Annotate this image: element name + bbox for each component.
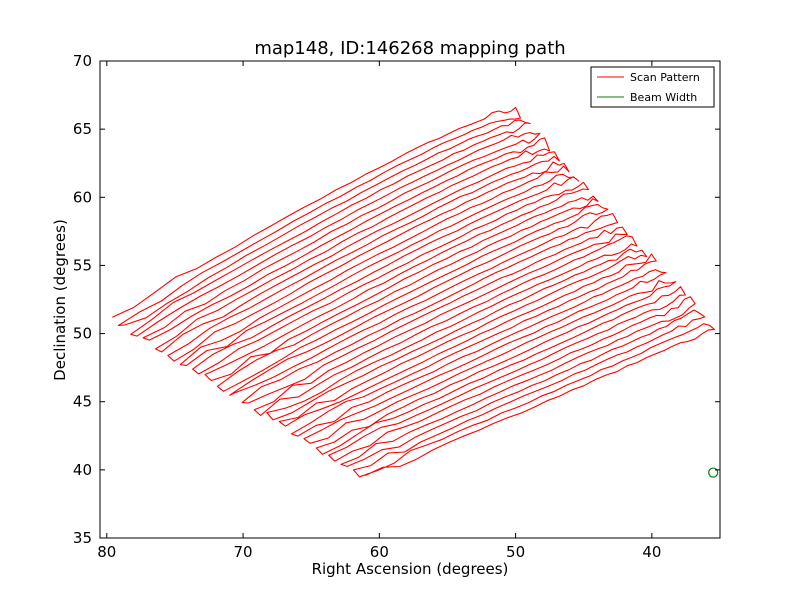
- x-axis: 80 70 60 50 40: [97, 61, 661, 561]
- y-tick-label: 55: [73, 256, 92, 274]
- x-tick-label: 60: [370, 543, 389, 561]
- scan-pattern-series: [112, 106, 716, 478]
- x-tick-label: 40: [642, 543, 661, 561]
- legend-scan-pattern-label: Scan Pattern: [630, 71, 700, 84]
- y-tick-label: 65: [73, 120, 92, 138]
- beam-width-series: [708, 467, 719, 478]
- chart-title: map148, ID:146268 mapping path: [254, 38, 565, 59]
- legend-box: [590, 66, 715, 108]
- y-tick-label: 70: [73, 52, 92, 70]
- x-tick-label: 70: [234, 543, 253, 561]
- y-axis-label: Declination (degrees): [51, 219, 69, 381]
- y-tick-label: 35: [73, 529, 92, 547]
- y-tick-label: 50: [73, 325, 92, 343]
- beam-width-circle: [708, 467, 719, 478]
- plot-frame: [99, 60, 721, 539]
- scan-pattern-line: [112, 106, 716, 478]
- x-tick-label: 80: [97, 543, 116, 561]
- x-axis-label: Right Ascension (degrees): [312, 560, 509, 578]
- y-tick-label: 45: [73, 393, 92, 411]
- y-axis: 35 40 45 50 55 60 65 70: [73, 52, 720, 547]
- y-tick-label: 40: [73, 461, 92, 479]
- legend: Scan Pattern Beam Width: [590, 66, 715, 108]
- y-tick-label: 60: [73, 188, 92, 206]
- legend-beam-width-label: Beam Width: [630, 91, 697, 104]
- x-tick-label: 50: [506, 543, 525, 561]
